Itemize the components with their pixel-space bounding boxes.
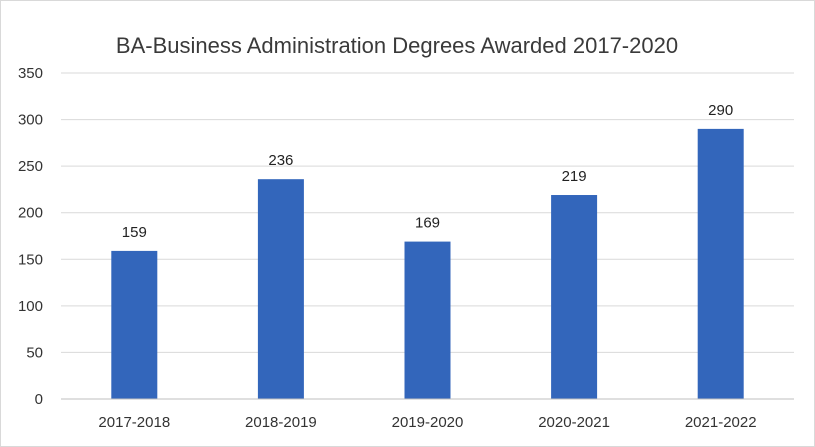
y-tick-label: 200	[18, 205, 43, 222]
y-tick-label: 0	[35, 391, 43, 408]
y-tick-label: 250	[18, 158, 43, 175]
x-category-label: 2021-2022	[685, 414, 757, 431]
data-label-2020-2021: 219	[562, 168, 587, 185]
bar-2021-2022	[697, 128, 744, 399]
bar-2020-2021	[551, 195, 598, 399]
data-label-2021-2022: 290	[708, 102, 733, 119]
x-category-label: 2019-2020	[392, 414, 464, 431]
y-tick-label: 350	[18, 65, 43, 82]
x-category-label: 2018-2019	[245, 414, 317, 431]
x-axis-categories: 2017-2018 2018-2019 2019-2020 2020-2021 2021…	[98, 414, 756, 431]
data-labels: 159 236 169 219 290	[122, 102, 733, 241]
y-axis-ticks: 0 50 100 150 200 250 300 350	[18, 65, 43, 408]
data-label-2017-2018: 159	[122, 224, 147, 241]
bar-2019-2020	[404, 241, 451, 399]
chart-title: BA-Business Administration Degrees Award…	[116, 33, 678, 58]
bar-2017-2018	[111, 250, 158, 399]
y-tick-label: 300	[18, 112, 43, 129]
data-label-2019-2020: 169	[415, 215, 440, 232]
bar-2018-2019	[257, 179, 304, 399]
data-label-2018-2019: 236	[268, 152, 293, 169]
x-category-label: 2017-2018	[98, 414, 170, 431]
bars	[111, 128, 744, 399]
y-tick-label: 150	[18, 251, 43, 268]
x-category-label: 2020-2021	[538, 414, 610, 431]
y-tick-label: 50	[26, 344, 43, 361]
y-tick-label: 100	[18, 298, 43, 315]
